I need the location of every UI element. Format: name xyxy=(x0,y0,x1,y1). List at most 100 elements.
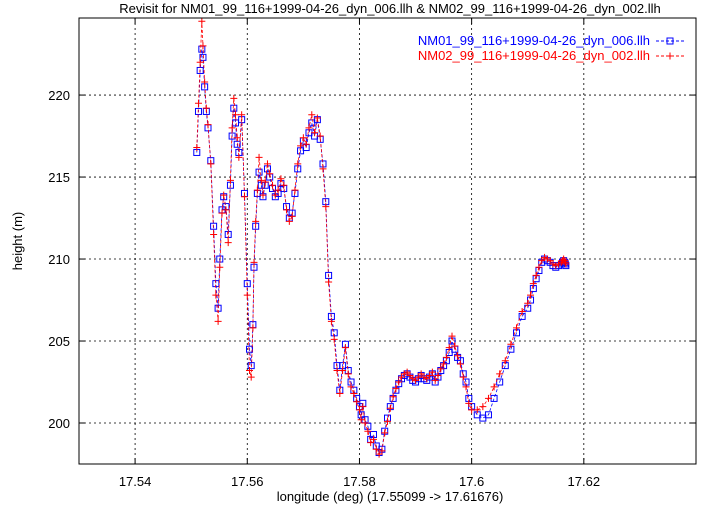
data-point xyxy=(252,217,260,225)
data-point xyxy=(230,94,238,102)
y-tick-label: 210 xyxy=(48,252,70,267)
data-point xyxy=(214,317,222,325)
data-point xyxy=(220,191,228,199)
data-point xyxy=(212,291,220,299)
y-tick-label: 220 xyxy=(48,88,70,103)
data-point xyxy=(269,181,277,189)
data-point xyxy=(561,258,569,266)
grid xyxy=(79,18,696,464)
data-point xyxy=(359,403,367,411)
data-point xyxy=(285,217,293,225)
data-point xyxy=(484,411,492,419)
data-point xyxy=(288,212,296,220)
data-point xyxy=(428,368,436,376)
data-point xyxy=(369,435,377,443)
data-point xyxy=(501,357,509,365)
data-point xyxy=(261,178,269,186)
data-point xyxy=(341,344,349,352)
data-point xyxy=(454,352,462,360)
series-layer xyxy=(193,17,570,458)
data-point xyxy=(513,324,521,332)
x-tick-label: 17.54 xyxy=(119,474,152,489)
data-point xyxy=(355,406,363,414)
data-point xyxy=(357,416,365,424)
data-point xyxy=(216,263,224,271)
data-point xyxy=(440,360,448,368)
data-point xyxy=(294,160,302,168)
data-point xyxy=(201,78,209,86)
data-point xyxy=(319,165,327,173)
data-point xyxy=(496,370,504,378)
data-point xyxy=(479,403,487,411)
legend-sample xyxy=(656,52,684,60)
data-point xyxy=(194,107,202,115)
data-point xyxy=(199,53,207,61)
legend: NM01_99_116+1999-04-26_dyn_006.llhNM02_9… xyxy=(418,33,684,63)
data-point xyxy=(249,324,257,332)
y-axis-label: height (m) xyxy=(10,212,25,271)
y-tick-label: 200 xyxy=(48,416,70,431)
data-point xyxy=(395,378,403,386)
data-point xyxy=(445,344,453,352)
plot-frame xyxy=(78,17,697,465)
data-point xyxy=(194,99,202,107)
data-point xyxy=(386,404,394,412)
data-point xyxy=(327,317,335,325)
data-point xyxy=(381,429,389,437)
data-point xyxy=(322,203,330,211)
data-point xyxy=(484,394,492,402)
data-point xyxy=(560,255,568,263)
data-point xyxy=(253,186,261,194)
data-point xyxy=(456,360,464,368)
data-point xyxy=(240,193,248,201)
data-point xyxy=(255,153,263,161)
data-point xyxy=(316,132,324,140)
data-point xyxy=(325,271,333,279)
data-point xyxy=(496,378,504,386)
data-point xyxy=(462,383,470,391)
data-point xyxy=(255,168,263,176)
data-point xyxy=(339,367,347,375)
data-point xyxy=(247,373,255,381)
data-point xyxy=(224,239,232,247)
data-point xyxy=(361,419,369,427)
data-point xyxy=(378,447,386,455)
data-point xyxy=(353,398,361,406)
data-point xyxy=(299,134,307,142)
data-point xyxy=(210,222,218,230)
data-point xyxy=(308,111,316,119)
data-point xyxy=(392,385,400,393)
data-point xyxy=(473,406,481,414)
data-point xyxy=(277,175,285,183)
data-point xyxy=(231,111,239,119)
legend-sample-marker xyxy=(666,52,674,60)
data-point xyxy=(291,186,299,194)
data-point xyxy=(330,329,338,337)
data-point xyxy=(228,124,236,132)
data-point xyxy=(271,191,279,199)
data-point xyxy=(311,129,319,137)
x-tick-label: 17.6 xyxy=(459,474,484,489)
data-point xyxy=(274,186,282,194)
x-tick-label: 17.58 xyxy=(343,474,376,489)
data-point xyxy=(431,376,439,384)
data-point xyxy=(250,258,258,266)
data-point xyxy=(524,299,532,307)
data-point xyxy=(257,176,265,184)
data-point xyxy=(235,153,243,161)
x-axis-label: longitude (deg) (17.55099 -> 17.61676) xyxy=(277,489,504,504)
x-tick-label: 17.56 xyxy=(231,474,264,489)
data-point xyxy=(246,345,254,353)
data-point xyxy=(246,367,254,375)
ticks: 17.54 17.56 17.58 17.6 17.62 200 205 210 215 220 xyxy=(48,18,696,489)
data-point xyxy=(238,111,246,119)
data-point xyxy=(207,160,215,168)
legend-sample xyxy=(656,37,684,45)
data-point xyxy=(451,342,459,350)
data-point xyxy=(518,308,526,316)
data-point xyxy=(297,142,305,150)
data-point xyxy=(313,114,321,122)
data-point xyxy=(535,263,543,271)
